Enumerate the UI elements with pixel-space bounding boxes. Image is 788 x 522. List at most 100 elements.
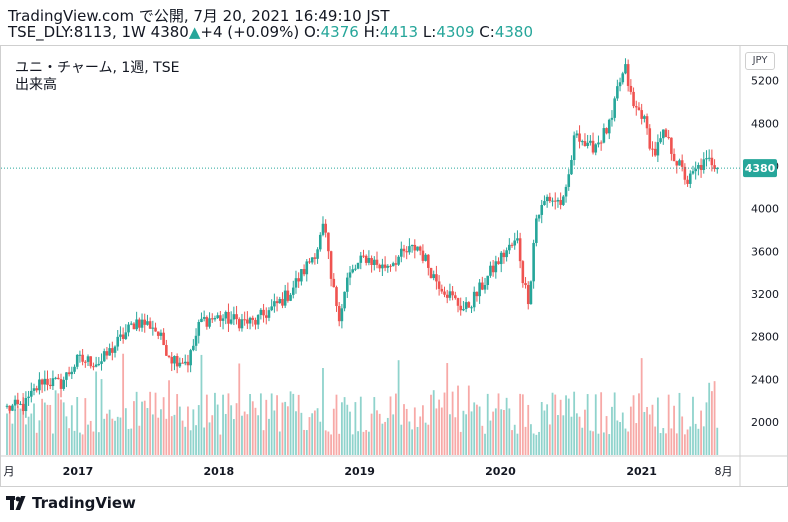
volume-bar: [173, 414, 176, 455]
candle-body: [475, 291, 479, 297]
candle-body: [121, 334, 125, 339]
volume-bar: [521, 394, 524, 455]
published-info: TradingView.com で公開, 7月 20, 2021 16:49:1…: [8, 7, 390, 25]
volume-bar: [354, 402, 357, 455]
volume-bar: [381, 423, 384, 455]
volume-bar: [73, 430, 76, 455]
volume-bar: [678, 392, 681, 455]
candle-body: [224, 311, 228, 319]
candle-body: [354, 268, 357, 270]
volume-bar: [527, 404, 530, 455]
candle-body: [267, 310, 271, 318]
candle-body: [219, 315, 222, 321]
volume-bar: [638, 393, 640, 455]
candle-body: [173, 356, 176, 364]
candle-body: [270, 306, 273, 311]
chart-pane[interactable]: 520048004400400036003200280024002000月201…: [0, 45, 788, 487]
volume-bar: [430, 394, 432, 455]
volume-bar: [308, 417, 311, 455]
volume-bar: [289, 391, 292, 455]
volume-bar: [22, 393, 25, 455]
candle-body: [146, 321, 149, 325]
volume-bar: [438, 399, 441, 455]
volume-bar: [716, 427, 719, 455]
tradingview-brand[interactable]: TradingView: [6, 494, 136, 512]
y-tick-label: 2800: [751, 331, 779, 344]
symbol-header: TSE_DLY:8113, 1W 4380▲+4 (+0.09%) O:4376…: [8, 23, 533, 41]
candle-body: [362, 255, 365, 257]
volume-bar: [646, 406, 648, 455]
y-tick-label: 2400: [751, 373, 779, 386]
volume-bar: [114, 420, 116, 455]
volume-bar: [673, 405, 675, 455]
volume-bar: [700, 410, 702, 455]
volume-bar: [81, 434, 84, 455]
candle-body: [178, 362, 182, 367]
candle-body: [73, 366, 76, 372]
x-tick-label: 2019: [344, 465, 375, 478]
candle-body: [599, 142, 603, 144]
volume-bar: [52, 433, 54, 455]
y-tick-label: 4800: [751, 117, 779, 130]
volume-bar: [635, 423, 638, 455]
volume-bar: [187, 406, 189, 455]
volume-bar: [524, 426, 527, 455]
candle-body: [402, 248, 406, 252]
candle-body: [200, 318, 203, 323]
volume-bar: [548, 424, 551, 455]
volume-bar: [459, 431, 462, 455]
candle-body: [653, 148, 657, 156]
x-tick-label: 2018: [203, 465, 234, 478]
candle-body: [316, 249, 319, 259]
volume-bar: [143, 400, 146, 455]
last-price: 4380: [150, 23, 189, 41]
volume-bar: [241, 415, 243, 455]
volume-bar: [654, 426, 657, 455]
volume-bar: [686, 429, 689, 455]
candle-body: [337, 306, 341, 322]
volume-bar: [413, 407, 416, 455]
candle-body: [116, 336, 120, 347]
volume-bar: [249, 394, 251, 455]
volume-bar: [559, 399, 562, 455]
candle-body: [621, 73, 625, 83]
volume-bar: [273, 410, 276, 455]
candle-body: [148, 321, 152, 329]
volume-bar: [467, 385, 470, 455]
volume-bar: [87, 424, 89, 455]
candle-body: [57, 377, 60, 380]
candle-body: [356, 262, 360, 269]
candle-body: [448, 291, 452, 298]
candle-body: [686, 179, 689, 184]
candle-body: [459, 305, 463, 311]
volume-bar: [476, 404, 478, 455]
candle-body: [678, 160, 681, 166]
candle-body: [408, 246, 411, 253]
volume-bar: [400, 424, 403, 455]
volume-bar: [621, 412, 624, 455]
volume-bar: [359, 396, 362, 455]
volume-bar: [440, 407, 443, 455]
candle-body: [697, 165, 700, 169]
candle-body: [65, 372, 68, 380]
volume-bar: [403, 404, 405, 455]
candle-body: [170, 357, 174, 364]
volume-bar: [330, 434, 332, 455]
volume-bar: [292, 393, 295, 455]
volume-bar: [259, 393, 262, 455]
candle-body: [13, 399, 17, 406]
candle-body: [651, 148, 654, 150]
candle-body: [643, 116, 646, 119]
volume-bar: [573, 391, 576, 455]
volume-bar: [540, 402, 543, 455]
volume-bar: [497, 393, 500, 455]
candle-body: [140, 319, 144, 328]
volume-bar: [605, 416, 608, 455]
candle-body: [440, 288, 444, 292]
volume-bar: [640, 358, 643, 455]
candle-body: [583, 141, 587, 147]
currency-button[interactable]: JPY: [745, 52, 775, 70]
price-chart[interactable]: 520048004400400036003200280024002000月201…: [1, 46, 787, 486]
volume-bar: [189, 430, 192, 455]
y-tick-label: 5200: [751, 75, 779, 88]
